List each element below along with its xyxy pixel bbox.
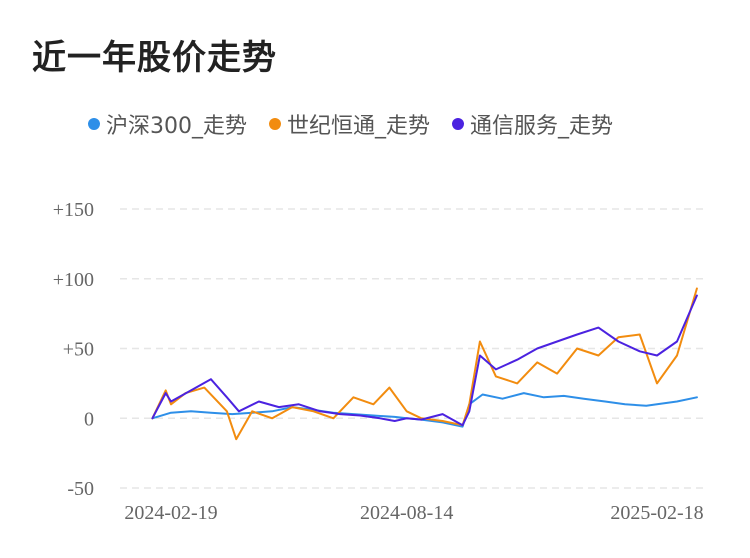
legend-label: 沪深300_走势 [106,114,247,139]
legend-label: 世纪恒通_走势 [287,114,431,139]
legend-item-1[interactable]: 世纪恒通_走势 [269,108,430,140]
y-tick-label: +50 [63,339,94,361]
x-tick-label: 2025-02-18 [610,502,703,524]
legend: 沪深300_走势 世纪恒通_走势 通信服务_走势 [88,108,613,140]
series-line-2 [151,294,698,427]
series-line-0 [151,392,698,428]
y-tick-label: +100 [53,269,94,291]
legend-dot-icon [88,118,100,130]
chart-title: 近一年股价走势 [32,38,277,78]
x-tick-label: 2024-02-19 [124,502,217,524]
legend-item-0[interactable]: 沪深300_走势 [88,108,247,140]
legend-label: 通信服务_走势 [470,114,614,139]
y-tick-label: -50 [67,478,94,500]
y-tick-label: +150 [53,199,94,221]
legend-dot-icon [269,118,281,130]
y-tick-label: 0 [84,408,94,430]
x-tick-label: 2024-08-14 [360,502,453,524]
series-line-1 [151,287,698,441]
legend-dot-icon [452,118,465,130]
legend-item-2[interactable]: 通信服务_走势 [452,108,613,140]
